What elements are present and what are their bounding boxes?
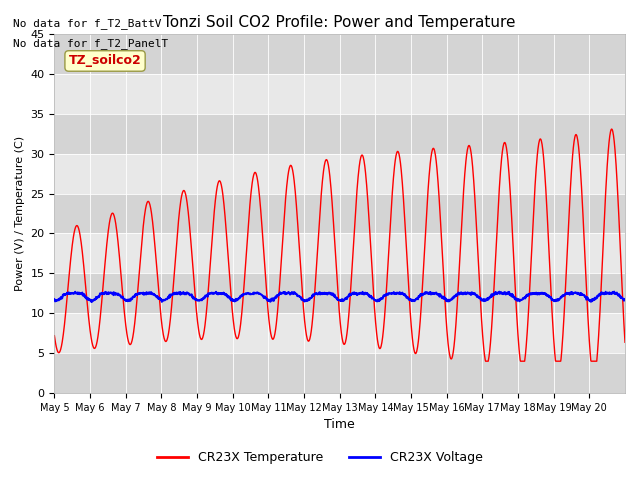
Bar xyxy=(54,274,625,313)
Text: TZ_soilco2: TZ_soilco2 xyxy=(68,54,141,68)
Text: No data for f_T2_PanelT: No data for f_T2_PanelT xyxy=(13,37,168,48)
Bar xyxy=(54,353,625,393)
Y-axis label: Power (V) / Temperature (C): Power (V) / Temperature (C) xyxy=(15,136,25,291)
X-axis label: Time: Time xyxy=(324,419,355,432)
Bar xyxy=(54,34,625,74)
Title: Tonzi Soil CO2 Profile: Power and Temperature: Tonzi Soil CO2 Profile: Power and Temper… xyxy=(163,15,516,30)
Bar xyxy=(54,74,625,114)
Bar xyxy=(54,233,625,274)
Legend: CR23X Temperature, CR23X Voltage: CR23X Temperature, CR23X Voltage xyxy=(152,446,488,469)
Bar xyxy=(54,193,625,233)
Bar xyxy=(54,114,625,154)
Text: No data for f_T2_BattV: No data for f_T2_BattV xyxy=(13,18,161,29)
Bar xyxy=(54,313,625,353)
Bar xyxy=(54,154,625,193)
